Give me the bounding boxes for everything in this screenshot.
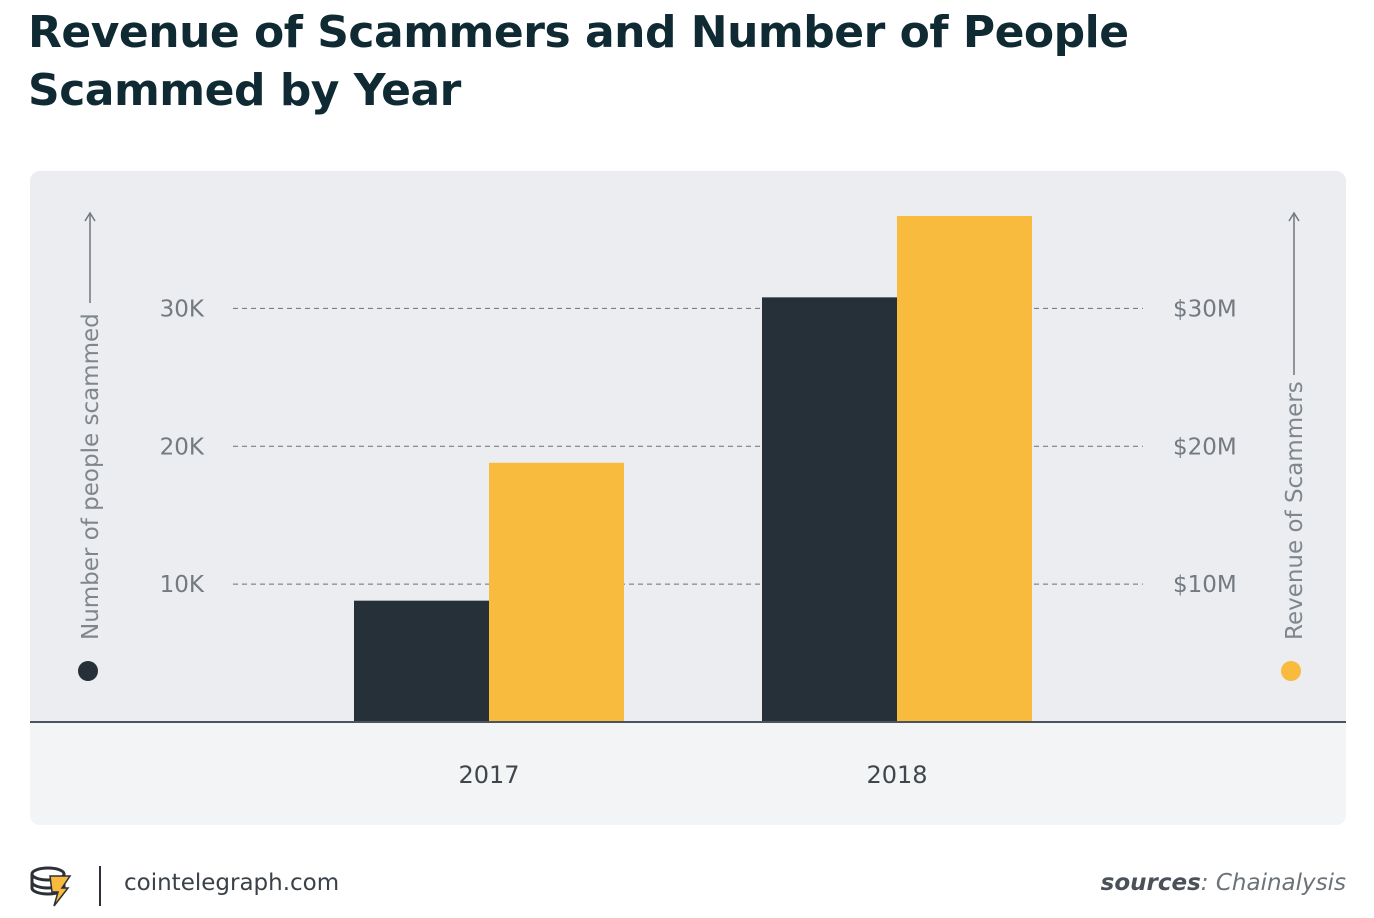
left-axis-label: Number of people scammed xyxy=(78,313,104,640)
left-axis-arrow-head xyxy=(84,211,96,222)
bar-revenue-2018 xyxy=(897,216,1032,722)
sources-separator: : xyxy=(1200,870,1216,896)
bar-revenue-2017 xyxy=(489,462,624,722)
x-tick-label: 2017 xyxy=(458,761,519,789)
right-tick-label: $30M xyxy=(1173,296,1237,322)
x-tick-label: 2018 xyxy=(866,761,927,789)
bar-chart: 10K $10M 20K $20M 30K $30M 2017 2018 Number of p… xyxy=(30,211,1346,789)
x-axis-band xyxy=(30,722,1346,825)
sources-value: Chainalysis xyxy=(1215,870,1346,896)
right-axis-arrow-head xyxy=(1288,211,1300,222)
chart-title: Revenue of Scammers and Number of People… xyxy=(28,7,1129,116)
legend-dot-people xyxy=(78,661,98,681)
right-tick-label: $20M xyxy=(1173,434,1237,460)
sources-credit: sources: Chainalysis xyxy=(1101,870,1346,896)
chart-panel: 10K $10M 20K $20M 30K $30M 2017 2018 Number of p… xyxy=(30,171,1346,825)
footer-divider xyxy=(99,866,101,906)
bar-people-2017 xyxy=(354,600,489,722)
right-axis-label: Revenue of Scammers xyxy=(1282,381,1308,640)
left-tick-label: 10K xyxy=(160,572,205,598)
bar-people-2018 xyxy=(762,297,897,722)
cointelegraph-logo-icon xyxy=(28,862,76,913)
left-tick-label: 30K xyxy=(160,296,205,322)
left-tick-label: 20K xyxy=(160,434,205,460)
right-tick-label: $10M xyxy=(1173,572,1237,598)
site-name: cointelegraph.com xyxy=(124,870,340,896)
sources-label: sources xyxy=(1100,870,1201,896)
legend-dot-revenue xyxy=(1281,661,1301,681)
